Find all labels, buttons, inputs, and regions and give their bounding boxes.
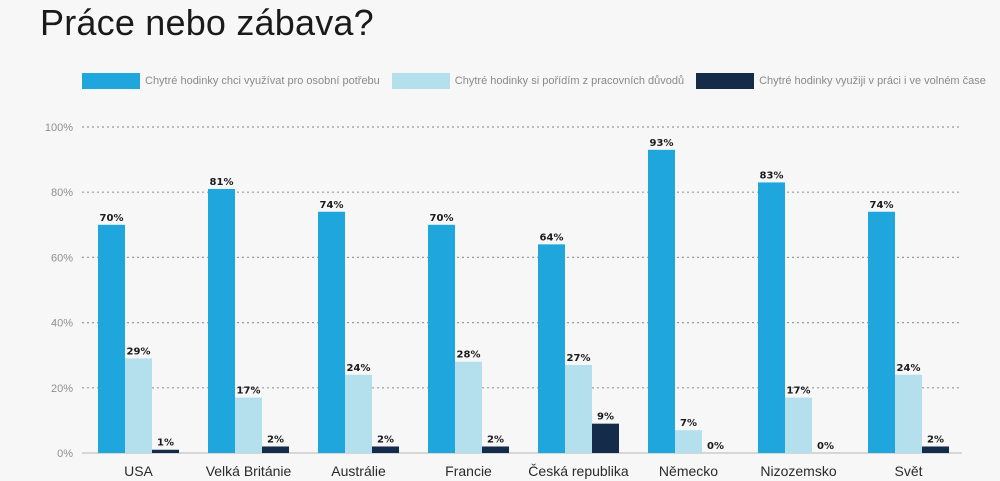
data-label: 0% bbox=[707, 441, 724, 452]
category-label: Česká republika bbox=[528, 463, 629, 479]
data-label: 27% bbox=[567, 353, 591, 364]
y-tick-label: 80% bbox=[51, 187, 73, 199]
data-label: 70% bbox=[100, 213, 124, 224]
legend-swatch-work bbox=[391, 73, 450, 89]
legend-item-both: Chytré hodinky využiji v práci i ve voln… bbox=[696, 73, 986, 89]
bar bbox=[208, 188, 235, 453]
bar bbox=[235, 397, 262, 453]
category-label: Německo bbox=[659, 463, 718, 479]
data-label: 24% bbox=[897, 363, 921, 374]
data-label: 1% bbox=[157, 438, 174, 449]
y-tick-label: 60% bbox=[51, 252, 73, 264]
legend-swatch-both bbox=[696, 73, 755, 89]
bar bbox=[648, 149, 675, 453]
category-label: Nizozemsko bbox=[760, 463, 836, 479]
data-label: 17% bbox=[237, 386, 261, 397]
data-label: 9% bbox=[597, 412, 614, 423]
bar bbox=[372, 446, 399, 453]
bar bbox=[262, 446, 289, 453]
bar bbox=[565, 364, 592, 453]
bar bbox=[428, 224, 455, 453]
data-label: 93% bbox=[650, 138, 674, 149]
category-label: USA bbox=[124, 463, 153, 479]
bar bbox=[868, 211, 895, 453]
data-label: 74% bbox=[320, 200, 344, 211]
bar bbox=[125, 358, 152, 453]
bar bbox=[922, 446, 949, 453]
category-label: Austrálie bbox=[331, 463, 386, 479]
bar bbox=[482, 446, 509, 453]
chart-title: Práce nebo zábava? bbox=[40, 2, 374, 43]
bar bbox=[758, 182, 785, 454]
y-tick-label: 100% bbox=[45, 122, 73, 134]
legend-label-both: Chytré hodinky využiji v práci i ve voln… bbox=[759, 75, 986, 87]
bar bbox=[152, 449, 179, 453]
data-label: 81% bbox=[210, 177, 234, 188]
data-label: 7% bbox=[680, 418, 697, 429]
y-tick-label: 0% bbox=[57, 448, 73, 460]
bar bbox=[675, 430, 702, 453]
category-label: Svět bbox=[894, 463, 922, 479]
legend-label-personal: Chytré hodinky chci využívat pro osobní … bbox=[145, 75, 380, 87]
data-label: 74% bbox=[870, 200, 894, 211]
data-label: 83% bbox=[760, 170, 784, 181]
data-label: 2% bbox=[927, 434, 944, 445]
bar bbox=[455, 361, 482, 453]
bar bbox=[318, 211, 345, 453]
bar bbox=[345, 374, 372, 453]
data-label: 64% bbox=[540, 232, 564, 243]
bar bbox=[895, 374, 922, 453]
legend-item-personal: Chytré hodinky chci využívat pro osobní … bbox=[82, 73, 380, 89]
data-label: 0% bbox=[817, 441, 834, 452]
category-label: Francie bbox=[445, 463, 492, 479]
bar bbox=[785, 397, 812, 453]
bar bbox=[592, 423, 619, 453]
data-label: 29% bbox=[127, 346, 151, 357]
data-label: 2% bbox=[267, 434, 284, 445]
y-tick-label: 20% bbox=[51, 383, 73, 395]
legend-item-work: Chytré hodinky si pořídím z pracovních d… bbox=[391, 73, 685, 89]
legend-label-work: Chytré hodinky si pořídím z pracovních d… bbox=[454, 75, 685, 87]
data-label: 28% bbox=[457, 350, 481, 361]
bar bbox=[538, 244, 565, 453]
data-label: 24% bbox=[347, 363, 371, 374]
bar bbox=[98, 224, 125, 453]
legend-swatch-personal bbox=[82, 73, 140, 89]
legend: Chytré hodinky chci využívat pro osobní … bbox=[82, 73, 986, 89]
data-label: 70% bbox=[430, 213, 454, 224]
y-tick-label: 40% bbox=[51, 318, 73, 330]
data-label: 2% bbox=[487, 434, 504, 445]
data-label: 17% bbox=[787, 386, 811, 397]
data-label: 2% bbox=[377, 434, 394, 445]
category-label: Velká Británie bbox=[206, 463, 292, 479]
